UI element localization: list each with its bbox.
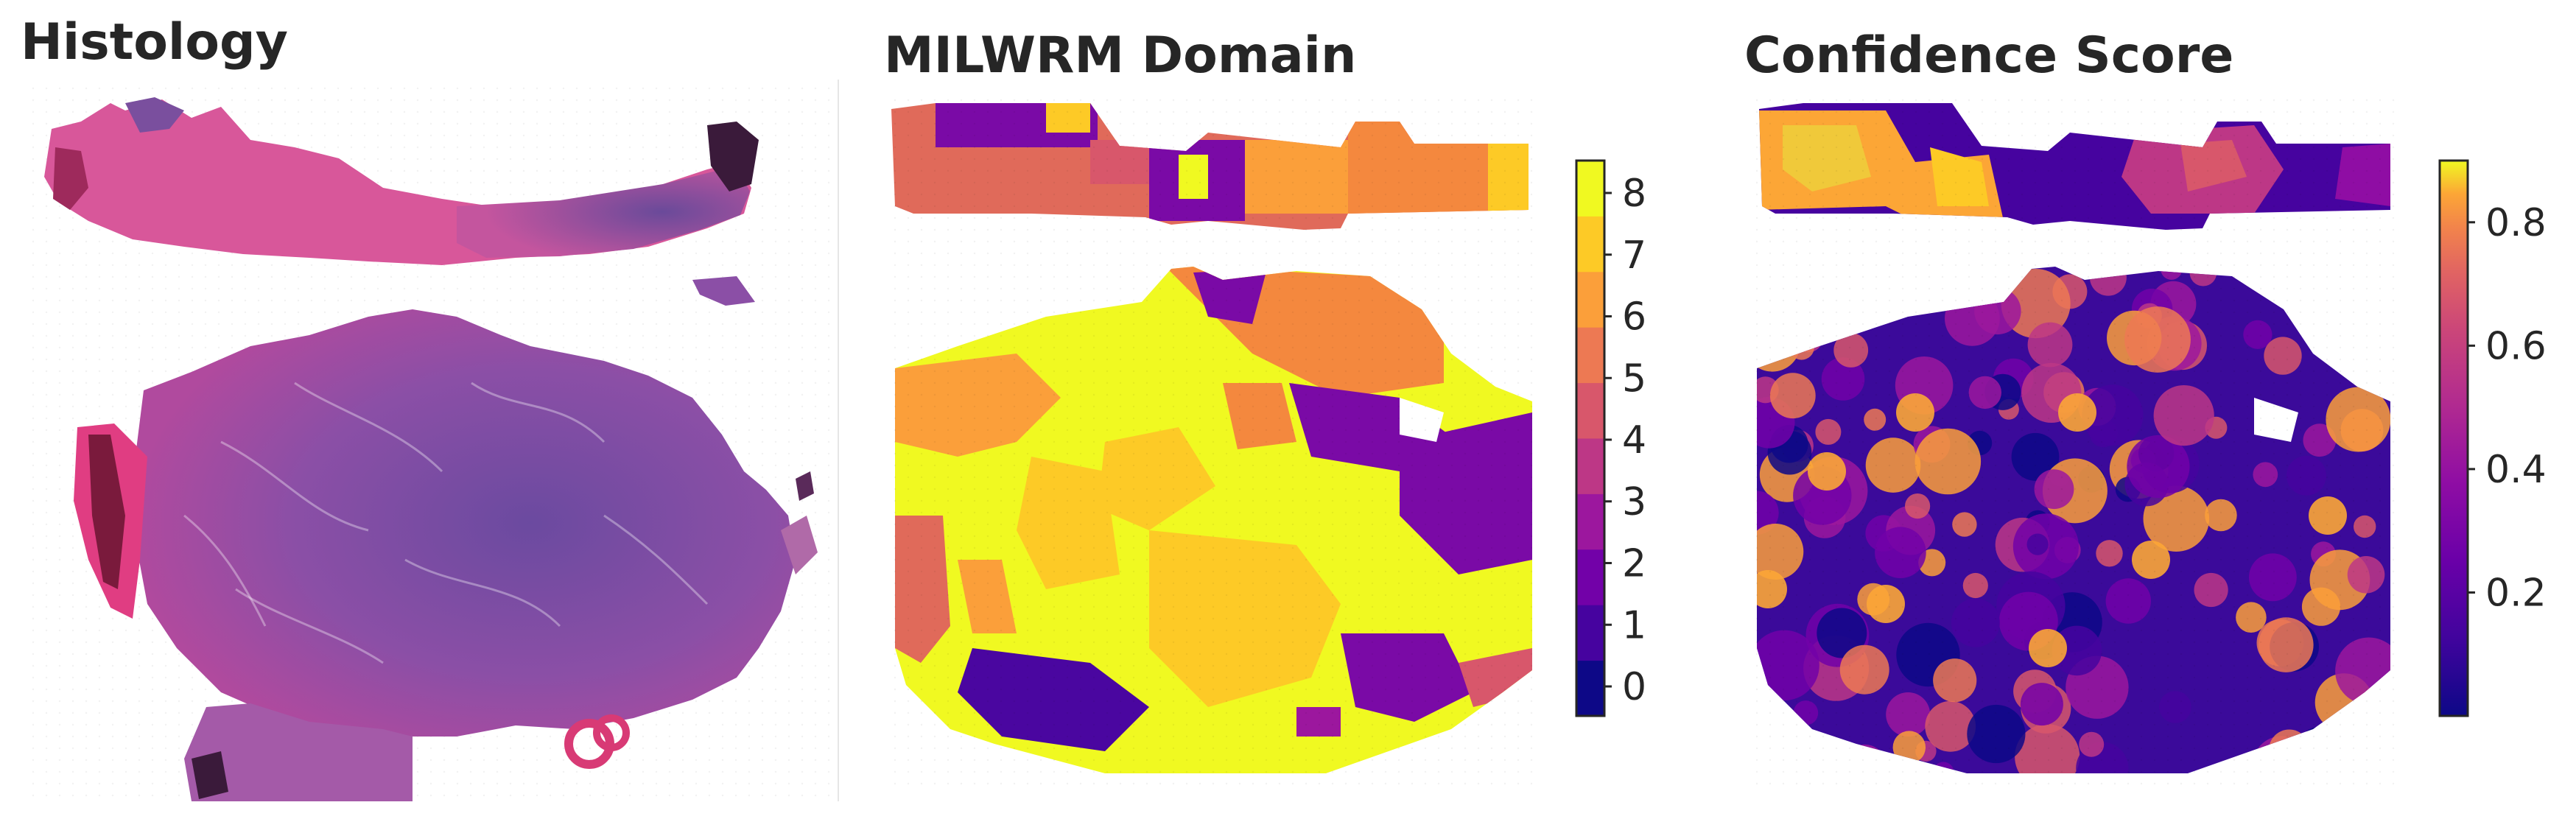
milwrm-domain-map (884, 96, 1540, 788)
domain-colorbar-tick-label: 2 (1622, 542, 1646, 586)
confidence-colorbar-tick-label: 0.6 (2485, 324, 2547, 368)
domain-colorbar-tick-label: 6 (1622, 295, 1646, 340)
domain-colorbar-tick-label: 4 (1622, 418, 1646, 463)
domain-colorbar-tick-label: 7 (1622, 233, 1646, 278)
confidence-colorbar-tick-label: 0.2 (2485, 571, 2547, 615)
domain-colorbar-tick-label: 8 (1622, 172, 1646, 216)
domain-colorbar-segment (1576, 161, 1604, 217)
confidence-score-title: Confidence Score (1744, 27, 2234, 85)
domain-colorbar-segment (1576, 271, 1604, 328)
confidence-colorbar-tick-label: 0.4 (2485, 448, 2547, 492)
domain-colorbar-segment (1576, 327, 1604, 384)
domain-colorbar: 0 1 2 3 4 5 6 7 8 (1575, 159, 1646, 717)
domain-colorbar-tick-label: 0 (1622, 665, 1646, 709)
confidence-colorbar: 0.2 0.4 0.6 0.8 (2438, 159, 2547, 717)
confidence-colorbar-tick-label: 0.8 (2485, 201, 2547, 245)
domain-colorbar-tick-label: 5 (1622, 356, 1646, 401)
confidence-colorbar-gradient (2440, 161, 2468, 716)
confidence-score-map (1753, 96, 2401, 788)
domain-colorbar-tick-label: 3 (1622, 480, 1646, 524)
milwrm-domain-title: MILWRM Domain (884, 27, 1357, 85)
domain-colorbar-segment (1576, 493, 1604, 550)
domain-colorbar-segment (1576, 438, 1604, 494)
domain-colorbar-segment (1576, 660, 1604, 717)
histology-image (21, 80, 839, 801)
domain-colorbar-segment (1576, 605, 1604, 661)
domain-colorbar-segment (1576, 549, 1604, 605)
domain-colorbar-segment (1576, 382, 1604, 439)
domain-colorbar-tick-label: 1 (1622, 603, 1646, 647)
domain-colorbar-segment (1576, 216, 1604, 273)
histology-title: Histology (21, 13, 288, 71)
